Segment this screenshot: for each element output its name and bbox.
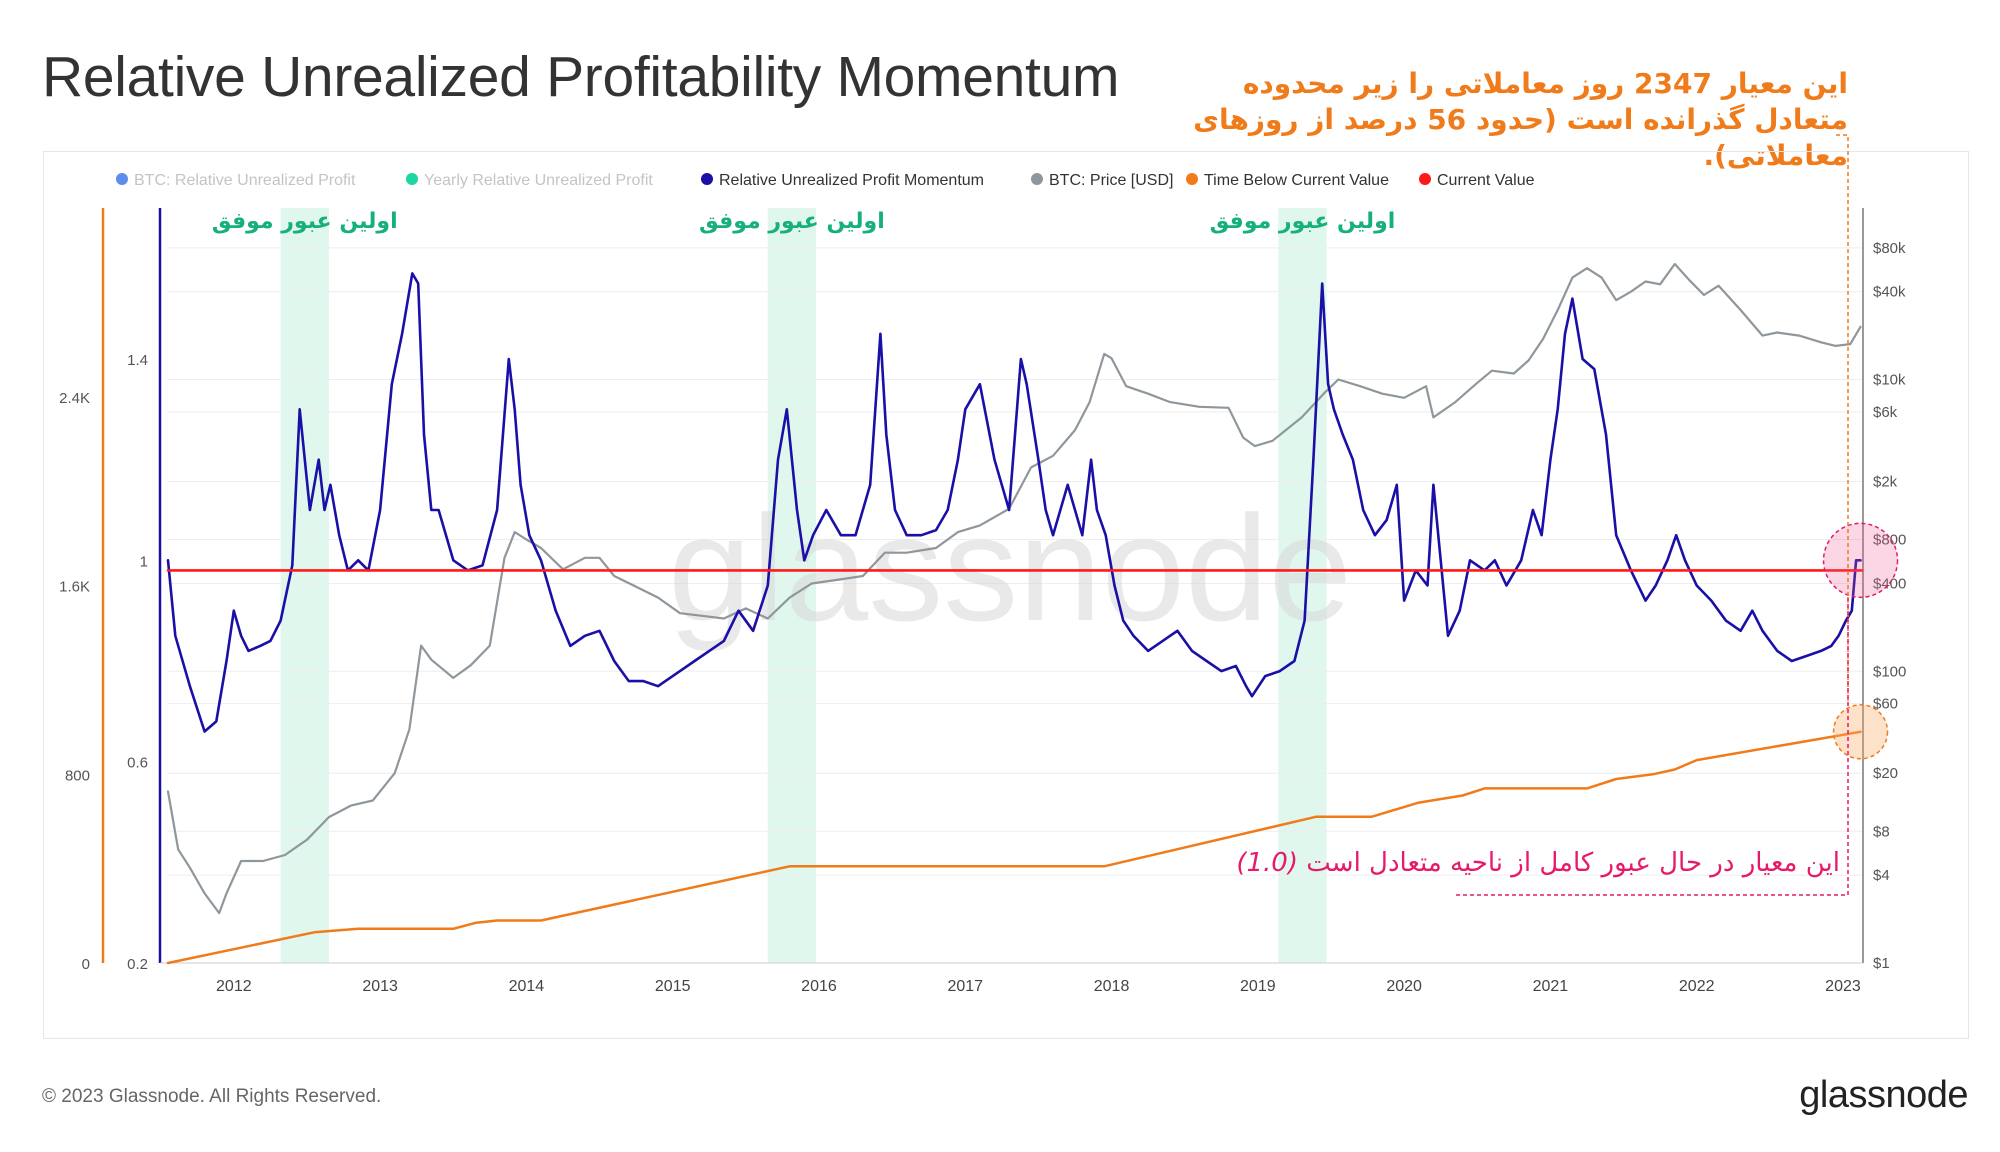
legend-label[interactable]: BTC: Relative Unrealized Profit bbox=[134, 172, 356, 189]
legend-label[interactable]: Current Value bbox=[1437, 172, 1535, 189]
x-tick-label: 2020 bbox=[1386, 978, 1422, 995]
brand-logo: glassnode bbox=[1799, 1074, 1968, 1116]
series-lines bbox=[166, 262, 1864, 965]
price-tick-label: $10k bbox=[1873, 372, 1906, 389]
price-tick-label: $800 bbox=[1873, 532, 1906, 549]
x-tick-label: 2017 bbox=[947, 978, 983, 995]
breakout-labels: اولین عبور موفق اولین عبور موفق اولین عبور… bbox=[212, 209, 1395, 234]
current-note: این معیار در حال عبور کامل از ناحیه متعا… bbox=[1180, 848, 1840, 878]
price-tick-label: $20 bbox=[1873, 765, 1898, 782]
x-tick-label: 2015 bbox=[655, 978, 691, 995]
momentum-tick-label: 0.2 bbox=[127, 956, 148, 973]
x-tick-label: 2018 bbox=[1094, 978, 1130, 995]
price-tick-label: $1 bbox=[1873, 955, 1890, 972]
chart-panel bbox=[43, 151, 1969, 1039]
page-title: Relative Unrealized Profitability Moment… bbox=[42, 45, 1120, 109]
current-note-value: (1.0) bbox=[1236, 848, 1298, 878]
copyright: © 2023 Glassnode. All Rights Reserved. bbox=[42, 1086, 382, 1107]
price-tick-label: $4 bbox=[1873, 867, 1890, 884]
x-tick-label: 2022 bbox=[1679, 978, 1715, 995]
series-line-time-below-current-value bbox=[166, 730, 1862, 965]
x-tick-label: 2016 bbox=[801, 978, 837, 995]
price-tick-label: $6k bbox=[1873, 404, 1898, 421]
top-note-leader-line bbox=[1836, 134, 1849, 705]
watermark: glassnode bbox=[668, 484, 1352, 652]
price-tick-label: $400 bbox=[1873, 575, 1906, 592]
momentum-tick-label: 1.4 bbox=[127, 352, 148, 369]
breakout-label: اولین عبور موفق bbox=[212, 209, 398, 234]
days-tick-label: 2.4K bbox=[59, 390, 90, 407]
current-note-text: این معیار در حال عبور کامل از ناحیه متعا… bbox=[1306, 848, 1840, 878]
breakout-label: اولین عبور موفق bbox=[699, 209, 885, 234]
legend-label[interactable]: Time Below Current Value bbox=[1204, 172, 1389, 189]
legend-label[interactable]: Yearly Relative Unrealized Profit bbox=[424, 172, 653, 189]
x-tick-label: 2023 bbox=[1825, 978, 1861, 995]
price-tick-label: $2k bbox=[1873, 474, 1898, 491]
current-value-marker bbox=[1822, 522, 1899, 599]
legend-label[interactable]: Relative Unrealized Profit Momentum bbox=[719, 172, 984, 189]
x-tick-label: 2013 bbox=[362, 978, 398, 995]
legend-swatch[interactable] bbox=[1419, 173, 1431, 185]
days-tick-label: 1.6K bbox=[59, 579, 90, 596]
breakout-label: اولین عبور موفق bbox=[1210, 209, 1396, 234]
price-tick-label: $80k bbox=[1873, 240, 1906, 257]
legend: BTC: Relative Unrealized Profit Yearly Re… bbox=[116, 172, 1535, 189]
price-tick-label: $8 bbox=[1873, 823, 1890, 840]
legend-swatch[interactable] bbox=[406, 173, 418, 185]
price-tick-label: $60 bbox=[1873, 696, 1898, 713]
top-annotation-line-1: این معیار 2347 روز معاملاتی را زیر محدود… bbox=[1242, 67, 1848, 100]
axes: 0 800 1.6K 2.4K 0.2 0.6 1 1.4 $1 $4 $8 $20 $60 $100 $4… bbox=[59, 208, 1906, 995]
gridlines bbox=[168, 247, 1862, 964]
x-tick-label: 2019 bbox=[1240, 978, 1276, 995]
time-below-marker bbox=[1832, 704, 1889, 760]
x-tick-label: 2012 bbox=[216, 978, 252, 995]
price-tick-label: $40k bbox=[1873, 284, 1906, 301]
x-tick-label: 2021 bbox=[1533, 978, 1569, 995]
top-annotation-line-2: متعادل گذرانده است (حدود 56 درصد از روزه… bbox=[1193, 103, 1848, 172]
markers bbox=[1456, 134, 1899, 896]
legend-swatch[interactable] bbox=[701, 173, 713, 185]
series-line-relative-unrealized-profit-momentum bbox=[166, 272, 1862, 733]
top-annotation: این معیار 2347 روز معاملاتی را زیر محدود… bbox=[1088, 66, 1848, 174]
legend-label[interactable]: BTC: Price [USD] bbox=[1049, 172, 1173, 189]
days-tick-label: 800 bbox=[65, 767, 90, 784]
price-tick-label: $100 bbox=[1873, 663, 1906, 680]
x-tick-label: 2014 bbox=[509, 978, 545, 995]
days-tick-label: 0 bbox=[82, 956, 90, 973]
series-line-btc-price-usd- bbox=[166, 262, 1862, 915]
legend-swatch[interactable] bbox=[1031, 173, 1043, 185]
momentum-tick-label: 0.6 bbox=[127, 755, 148, 772]
current-note-leader-line bbox=[1456, 597, 1849, 896]
legend-swatch[interactable] bbox=[116, 173, 128, 185]
legend-swatch[interactable] bbox=[1186, 173, 1198, 185]
momentum-tick-label: 1 bbox=[140, 553, 148, 570]
